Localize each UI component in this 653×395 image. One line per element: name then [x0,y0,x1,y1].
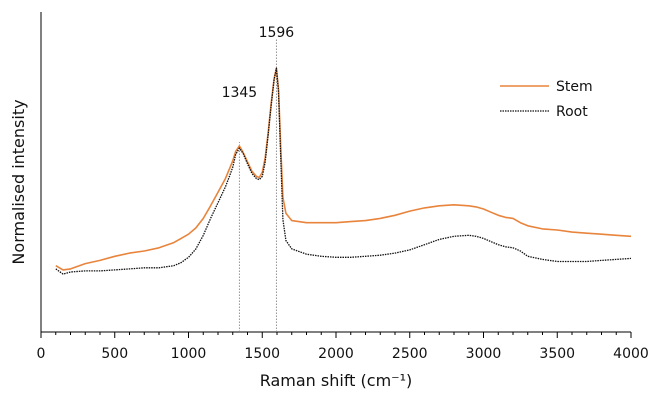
x-axis-ticks [40,332,632,338]
legend-stem-label: Stem [556,79,593,95]
series-stem-line [55,67,632,271]
x-tick-label: 3500 [539,346,575,362]
series-root-line [55,67,632,275]
legend: Stem Root [500,79,593,120]
peak-annotation-lines [238,38,277,332]
peak-label-1596: 1596 [259,25,295,41]
peak-annotation-labels: 1345 1596 [222,25,295,101]
x-tick-label: 2500 [392,346,428,362]
x-tick-label: 1000 [171,346,207,362]
series-layer [55,67,632,275]
x-axis-tick-labels: 0 500 1000 1500 2000 2500 3000 3500 4000 [37,346,649,362]
x-tick-label: 2000 [318,346,354,362]
axes [40,12,631,333]
peak-label-1345: 1345 [222,85,258,101]
y-axis-label: Normalised intensity [9,99,28,264]
x-tick-label: 3000 [466,346,502,362]
x-tick-label: 1500 [244,346,280,362]
legend-root-label: Root [556,104,588,120]
x-tick-label: 4000 [613,346,649,362]
x-axis-label: Raman shift (cm⁻¹) [260,371,413,390]
x-tick-label: 500 [101,346,128,362]
x-tick-label: 0 [37,346,46,362]
